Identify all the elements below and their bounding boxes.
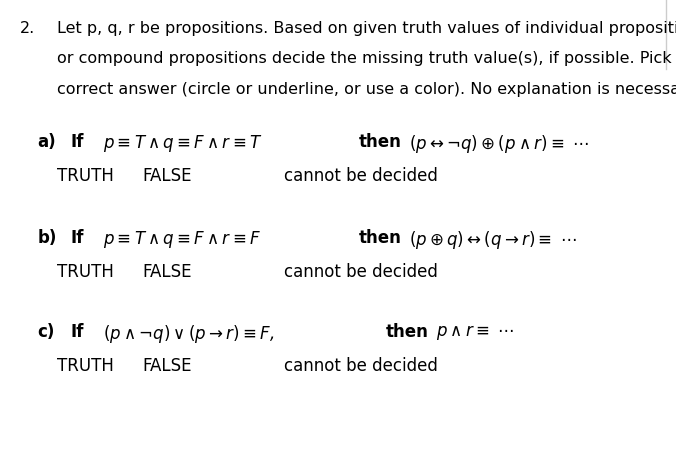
Text: cannot be decided: cannot be decided	[284, 167, 438, 185]
Text: FALSE: FALSE	[142, 167, 191, 185]
Text: $(p \wedge \neg q) \vee (p \rightarrow r) \equiv F$,: $(p \wedge \neg q) \vee (p \rightarrow r…	[103, 323, 274, 345]
Text: If: If	[71, 133, 84, 151]
Text: $p \equiv T \wedge q \equiv F \wedge r \equiv F$: $p \equiv T \wedge q \equiv F \wedge r \…	[103, 229, 261, 250]
Text: $p \wedge r \equiv$ ⋯: $p \wedge r \equiv$ ⋯	[436, 323, 514, 342]
Text: FALSE: FALSE	[142, 263, 191, 281]
Text: TRUTH: TRUTH	[57, 263, 114, 281]
Text: TRUTH: TRUTH	[57, 357, 114, 375]
Text: then: then	[358, 133, 401, 151]
Text: $(p \oplus q) \leftrightarrow (q \rightarrow r) \equiv$ ⋯: $(p \oplus q) \leftrightarrow (q \righta…	[409, 229, 577, 251]
Text: Let p, q, r be propositions. Based on given truth values of individual propositi: Let p, q, r be propositions. Based on gi…	[57, 21, 676, 36]
Text: then: then	[385, 323, 428, 341]
Text: a): a)	[37, 133, 56, 151]
Text: c): c)	[37, 323, 55, 341]
Text: b): b)	[37, 229, 57, 247]
Text: then: then	[358, 229, 401, 247]
Text: If: If	[71, 229, 84, 247]
Text: TRUTH: TRUTH	[57, 167, 114, 185]
Text: FALSE: FALSE	[142, 357, 191, 375]
Text: $(p \leftrightarrow \neg q) \oplus (p \wedge r) \equiv$ ⋯: $(p \leftrightarrow \neg q) \oplus (p \w…	[409, 133, 589, 155]
Text: 2.: 2.	[20, 21, 36, 36]
Text: correct answer (circle or underline, or use a color). No explanation is necessar: correct answer (circle or underline, or …	[57, 82, 676, 97]
Text: or compound propositions decide the missing truth value(s), if possible. Pick th: or compound propositions decide the miss…	[57, 51, 676, 66]
Text: If: If	[71, 323, 84, 341]
Text: cannot be decided: cannot be decided	[284, 263, 438, 281]
Text: cannot be decided: cannot be decided	[284, 357, 438, 375]
Text: $p \equiv T \wedge q \equiv F \wedge r \equiv T$: $p \equiv T \wedge q \equiv F \wedge r \…	[103, 133, 262, 154]
